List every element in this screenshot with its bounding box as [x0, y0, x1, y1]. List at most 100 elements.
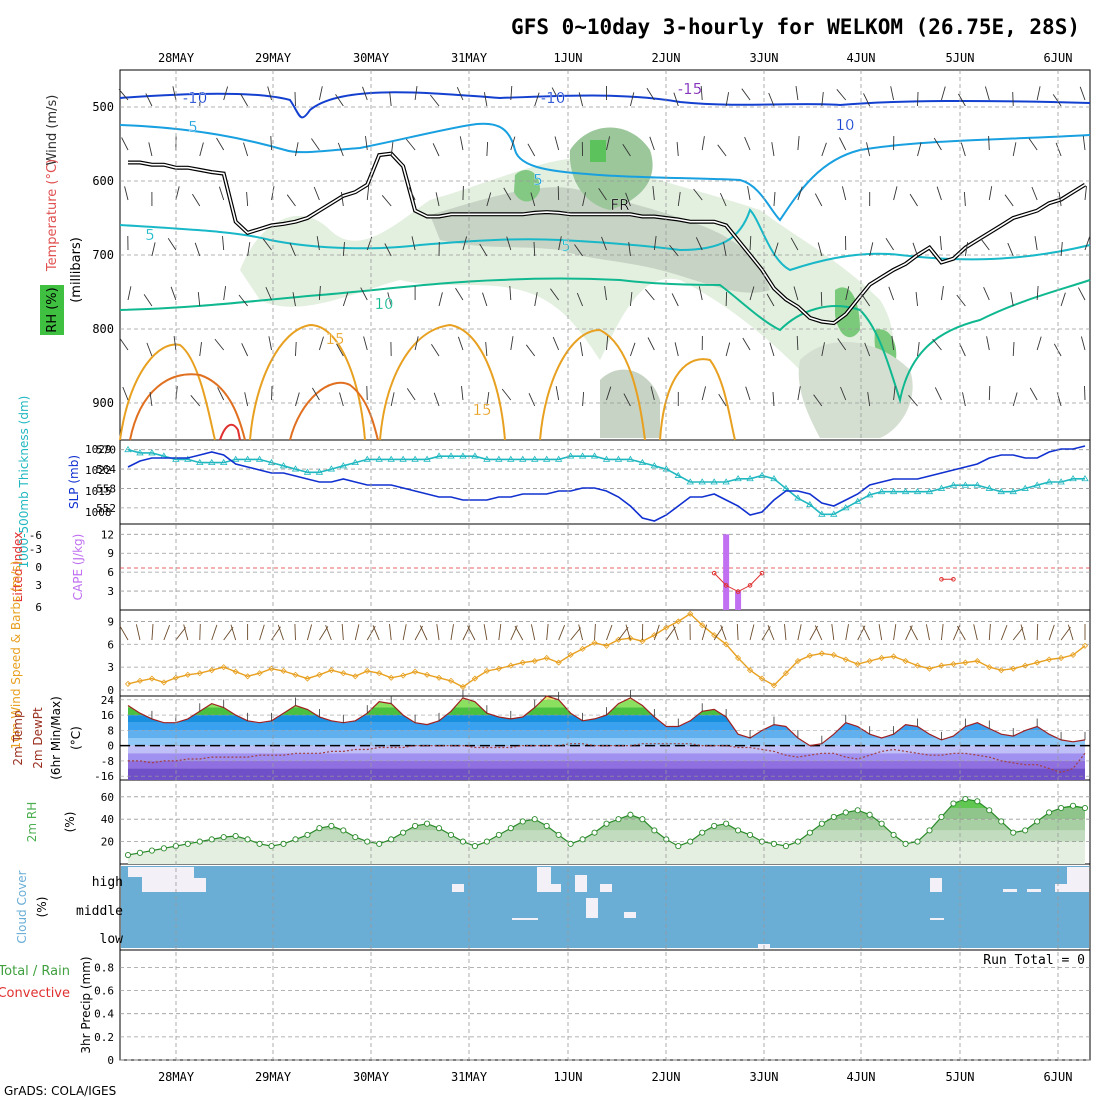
wind-barb [390, 392, 395, 407]
rh-point [687, 838, 694, 845]
wind-speed-point [471, 675, 478, 682]
wind-speed-point [1046, 656, 1053, 663]
wind-barb [411, 236, 416, 251]
wind-barb [915, 292, 918, 307]
wind10m-label: 10m Wind Speed & Barbs (m/s) [9, 561, 23, 750]
wind-barb [790, 237, 799, 251]
wind-barb [295, 341, 297, 357]
wind-speed-point [723, 641, 730, 648]
wind-speed-point [1022, 662, 1029, 669]
cloud-fill [121, 866, 1089, 948]
wind-speed-point [280, 667, 287, 675]
rh-tick: 20 [101, 836, 114, 849]
thickness-point [1009, 487, 1017, 495]
lifted-tick: 6 [35, 601, 42, 614]
wind-speed-point [974, 657, 981, 665]
wind-barb [576, 292, 583, 307]
wind-barb [1012, 142, 1017, 157]
wind-barb [433, 392, 440, 407]
wind-speed-point [758, 675, 766, 682]
wind-tick: 0 [107, 684, 114, 697]
wind-barb [771, 142, 775, 157]
rh-point [938, 813, 945, 821]
wind10m-barb [736, 623, 739, 641]
wind-barb [917, 342, 920, 357]
wind10m-barb [1067, 624, 1074, 641]
wind-barb [984, 86, 990, 101]
wind-speed-point [543, 654, 550, 662]
cloud-cover-label: Cloud Cover [15, 870, 29, 943]
wind-barb [917, 142, 922, 157]
wind-barb [145, 93, 153, 107]
wind-barb [241, 343, 249, 357]
wind10m-barb [183, 624, 189, 641]
rh-point [495, 831, 502, 838]
wind-barb [432, 143, 440, 157]
wind-barb [845, 286, 850, 301]
bottom-date-label: 28MAY [158, 1070, 195, 1084]
contour-label: -15 [678, 80, 703, 98]
cape-tick: 9 [107, 547, 114, 560]
thickness-point [339, 462, 348, 469]
wind-speed-point [316, 671, 323, 678]
cape-tick: 6 [107, 566, 114, 579]
wind-barb [214, 338, 225, 351]
wind-barb [604, 286, 607, 301]
rh-point [998, 818, 1005, 825]
wind-speed-point [579, 645, 586, 652]
bottom-date-axis: 28MAY 29MAY 30MAY 31MAY 1JUN 2JUN 3JUN 4JUN 5JUN… [158, 1070, 1073, 1084]
wind-speed-point [675, 618, 682, 625]
wind10m-barb [1060, 626, 1071, 641]
wind-barb [836, 89, 847, 101]
thickness-tick: 570 [96, 444, 116, 457]
rh-point [376, 840, 383, 847]
wind-barb [645, 289, 655, 301]
pressure-tick: 700 [92, 248, 114, 262]
wind-barb [866, 142, 871, 157]
top-date-label: 5JUN [946, 51, 975, 65]
wind-tick: 3 [107, 661, 114, 674]
thickness-tick: 558 [96, 482, 116, 495]
bottom-date-label: 4JUN [847, 1070, 876, 1084]
wind-barb [271, 186, 275, 201]
temp-band [128, 745, 1085, 754]
isotherm [129, 373, 379, 441]
wind10m-barb [878, 624, 883, 641]
lifted-point [747, 583, 753, 588]
wind-barb [318, 285, 321, 301]
contour-label: -10 [541, 89, 566, 107]
wind-barb [646, 87, 655, 101]
top-date-label: 4JUN [847, 51, 876, 65]
cloud-gap [586, 898, 598, 918]
cloud-gap [1027, 889, 1041, 892]
wind-barb [510, 85, 513, 101]
rh-point [794, 838, 801, 845]
temp-tick: 0 [107, 740, 114, 753]
wind-barb [725, 92, 730, 107]
wind-barb [172, 86, 177, 101]
wind10m-barb [277, 624, 284, 641]
wind-barb [286, 194, 296, 207]
wind-barb [1012, 392, 1018, 407]
wind-barb [342, 242, 345, 257]
cloud-gap [1067, 867, 1089, 892]
wind-barb [223, 86, 229, 101]
wind-barb [773, 242, 779, 257]
wind-speed-point [447, 677, 455, 684]
wind-barb [482, 292, 488, 307]
rh-point [340, 827, 347, 834]
wind-barb [175, 186, 180, 201]
cloud-level-label: middle [76, 904, 123, 919]
rh-point [854, 807, 861, 814]
wind10m-barb [784, 624, 787, 641]
rh-point [735, 827, 742, 834]
rh-tick: 40 [101, 813, 114, 826]
wind-speed-point [376, 670, 383, 677]
thickness-point [937, 484, 946, 491]
wind-barb [311, 138, 320, 151]
wind10m-barb [151, 623, 154, 641]
wind-barb [335, 94, 344, 107]
wind10m-barb [199, 623, 201, 641]
wind10m-barb [498, 624, 502, 641]
rh-point [160, 845, 167, 852]
